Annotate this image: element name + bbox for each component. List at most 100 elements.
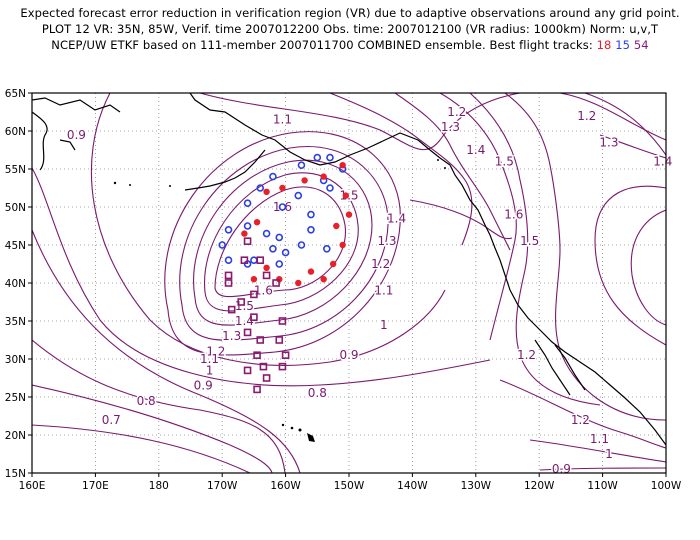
lat-tick-label: 15N bbox=[5, 468, 26, 480]
purple-track-point bbox=[278, 362, 287, 371]
flight-tracks bbox=[218, 153, 353, 394]
contour-label: 1.5 bbox=[520, 234, 539, 248]
lon-tick-label: 160W bbox=[270, 480, 301, 492]
purple-track-point bbox=[262, 374, 271, 382]
title-line-1: Expected forecast error reduction in ver… bbox=[20, 6, 680, 20]
contour-label: 1.3 bbox=[441, 120, 460, 134]
blue-track-point bbox=[323, 245, 331, 253]
red-track-point bbox=[329, 260, 337, 268]
kamchatka-coast bbox=[32, 111, 48, 171]
kamchatka-detail bbox=[59, 139, 76, 151]
blue-track-point bbox=[307, 226, 315, 234]
blue-track-point bbox=[224, 256, 233, 265]
purple-track-point bbox=[278, 317, 287, 325]
contour-label: 1.2 bbox=[371, 257, 390, 271]
red-track-point bbox=[339, 162, 346, 169]
contour-label: 1.3 bbox=[222, 329, 241, 343]
contour-label: 0.9 bbox=[67, 128, 86, 142]
contour-label: 0.8 bbox=[308, 386, 327, 400]
contour-label: 1.2 bbox=[577, 109, 596, 123]
purple-track-point bbox=[240, 256, 249, 265]
purple-track-point bbox=[237, 298, 246, 306]
lon-tick-label: 140W bbox=[397, 480, 428, 492]
purple-track-point bbox=[253, 385, 261, 394]
purple-track-point bbox=[227, 305, 236, 314]
lat-tick-label: 40N bbox=[5, 278, 26, 290]
purple-track-point bbox=[243, 237, 252, 245]
track-count-red: 18 bbox=[596, 38, 612, 52]
aleutian-peninsula bbox=[184, 149, 266, 191]
gulf-of-california bbox=[554, 344, 586, 391]
red-track-point bbox=[345, 211, 353, 218]
contour-labels: 0.91.11.21.31.41.51.61.51.61.51.41.31.21… bbox=[65, 104, 674, 478]
title-line-3: NCEP/UW ETKF based on 111-member 2007011… bbox=[0, 38, 700, 52]
purple-track-point bbox=[256, 336, 265, 344]
purple-track-point bbox=[243, 366, 252, 375]
lon-tick-label: 170W bbox=[207, 480, 238, 492]
purple-track-point bbox=[250, 290, 258, 299]
purple-track-point bbox=[243, 328, 252, 337]
alaska-coast bbox=[189, 93, 451, 166]
track-count-purple: 54 bbox=[633, 38, 649, 52]
contour-label: 1.4 bbox=[653, 154, 672, 168]
blue-track-point bbox=[224, 226, 233, 234]
lat-tick-label: 60N bbox=[5, 126, 26, 138]
contour-label: 1.2 bbox=[447, 105, 466, 119]
blue-track-point bbox=[269, 172, 277, 181]
red-track-point bbox=[263, 188, 270, 195]
purple-track-point bbox=[250, 313, 258, 322]
lon-tick-label: 130W bbox=[461, 480, 492, 492]
red-track-point bbox=[320, 173, 327, 180]
purple-track-point bbox=[272, 279, 280, 287]
lon-tick-label: 100W bbox=[651, 480, 682, 492]
purple-track-point bbox=[259, 362, 268, 371]
contour-label: 1.6 bbox=[273, 200, 292, 214]
contour-label: 1.1 bbox=[374, 284, 393, 298]
lat-tick-label: 25N bbox=[5, 392, 26, 404]
blue-track-point bbox=[294, 191, 303, 200]
blue-track-point bbox=[243, 199, 252, 207]
red-track-point bbox=[279, 184, 286, 192]
blue-track-point bbox=[275, 233, 284, 242]
red-track-point bbox=[301, 177, 308, 184]
contour-label: 0.9 bbox=[194, 379, 213, 393]
lon-tick-label: 150W bbox=[334, 480, 365, 492]
blue-track-point bbox=[256, 184, 265, 192]
lon-tick-label: 170E bbox=[82, 480, 109, 492]
purple-track-point bbox=[262, 271, 271, 280]
contour-lines bbox=[32, 93, 666, 473]
contour-label: 1.1 bbox=[590, 432, 609, 446]
contour-label: 1.1 bbox=[273, 113, 292, 127]
lon-tick-label: 110W bbox=[587, 480, 618, 492]
red-track-point bbox=[320, 276, 327, 283]
purple-track-point bbox=[224, 271, 233, 280]
graticule bbox=[32, 93, 666, 473]
red-track-point bbox=[342, 192, 350, 199]
blue-track-point bbox=[326, 184, 334, 192]
contour-label: 1.6 bbox=[254, 284, 273, 298]
purple-track-point bbox=[256, 256, 265, 265]
lon-tick-label: 180 bbox=[149, 480, 169, 492]
purple-track-point bbox=[281, 351, 290, 360]
contour-label: 1 bbox=[605, 447, 613, 461]
coastlines bbox=[32, 93, 666, 446]
lat-tick-label: 50N bbox=[5, 202, 26, 214]
lat-tick-label: 20N bbox=[5, 430, 26, 442]
contour-label: 1.3 bbox=[377, 234, 396, 248]
contour-label: 1.3 bbox=[599, 135, 618, 149]
contour-label: 1.4 bbox=[466, 143, 485, 157]
blue-track-point bbox=[243, 222, 252, 230]
contour-label: 1.5 bbox=[495, 154, 514, 168]
blue-track-point bbox=[313, 153, 322, 162]
purple-track-point bbox=[224, 279, 233, 287]
blue-track-point bbox=[297, 161, 306, 169]
lat-tick-label: 35N bbox=[5, 316, 26, 328]
red-track-point bbox=[295, 279, 302, 287]
contour-label: 0.7 bbox=[102, 413, 121, 427]
track-count-blue: 15 bbox=[615, 38, 631, 52]
blue-track-point bbox=[326, 153, 334, 162]
purple-track-point bbox=[275, 336, 284, 344]
vr-circle-edge bbox=[665, 280, 666, 340]
blue-track-point bbox=[262, 229, 271, 238]
blue-track-point bbox=[278, 203, 287, 211]
